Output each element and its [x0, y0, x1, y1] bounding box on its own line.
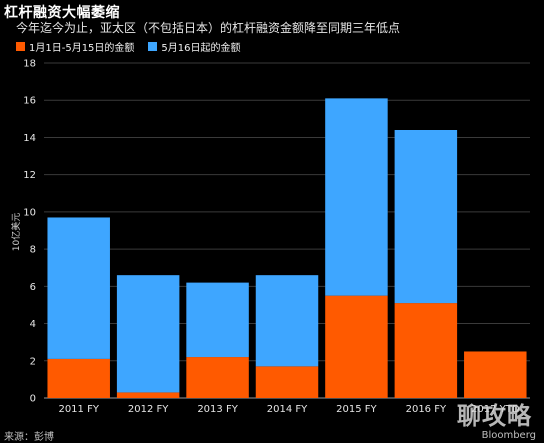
legend-swatch-early: [16, 42, 25, 51]
bars: [47, 98, 527, 398]
bar-segment-late: [325, 98, 388, 296]
bar-segment-early: [464, 351, 527, 398]
chart-subtitle: 今年迄今为止，亚太区（不包括日本）的杠杆融资金额降至同期三年低点: [16, 21, 401, 35]
bar-segment-early: [325, 295, 388, 398]
y-tick-label: 10: [23, 207, 36, 218]
y-tick-label: 2: [30, 356, 36, 367]
bar-segment-early: [47, 358, 110, 398]
chart-title: 杠杆融资大幅萎缩: [4, 5, 120, 21]
x-tick-label: 2016 FY: [406, 404, 447, 415]
bar-segment-late: [255, 275, 319, 367]
y-tick-label: 0: [30, 394, 36, 405]
y-tick-label: 8: [30, 245, 36, 256]
bar-segment-early: [186, 357, 249, 398]
y-tick-label: 4: [30, 319, 36, 330]
x-tick-label: 2012 FY: [128, 404, 169, 415]
x-tick-label: 2015 FY: [336, 404, 377, 415]
watermark-logo: 聊攻略: [457, 402, 532, 430]
bar-segment-early: [116, 392, 180, 398]
legend-swatch-late: [148, 42, 158, 51]
y-tick-label: 18: [23, 59, 36, 70]
source-note: 来源：彭博: [4, 432, 54, 443]
x-tick-label: 2017 YTD: [471, 404, 520, 415]
bar-segment-late: [394, 130, 458, 304]
bar-segment-late: [47, 217, 110, 359]
x-tick-label: 2011 FY: [58, 404, 99, 415]
x-tick-label: 2014 FY: [267, 404, 308, 415]
legend-item-early: 1月1日-5月15日的金额: [16, 39, 134, 54]
legend-label-early: 1月1日-5月15日的金额: [29, 43, 135, 54]
y-tick-label: 16: [23, 96, 36, 107]
legend-item-late: 5月16日起的金额: [148, 39, 241, 54]
x-axis: 2011 FY 2012 FY 2013 FY 2014 FY 2015 FY 2016 …: [58, 404, 519, 415]
y-axis: 0 2 4 6 8 10 12 14 16 18: [23, 59, 36, 405]
bloomberg-logo: Bloomberg: [481, 430, 536, 441]
x-tick-label: 2013 FY: [197, 404, 238, 415]
legend: 1月1日-5月15日的金额 5月16日起的金额: [16, 39, 255, 54]
bar-segment-early: [394, 303, 458, 398]
bar-segment-early: [255, 366, 319, 398]
legend-label-late: 5月16日起的金额: [161, 43, 241, 54]
y-tick-label: 14: [23, 133, 36, 144]
bar-segment-late: [186, 282, 249, 358]
y-tick-label: 6: [30, 282, 36, 293]
y-tick-label: 12: [23, 170, 36, 181]
y-axis-title: 10亿美元: [10, 213, 22, 251]
bar-segment-late: [116, 275, 180, 393]
